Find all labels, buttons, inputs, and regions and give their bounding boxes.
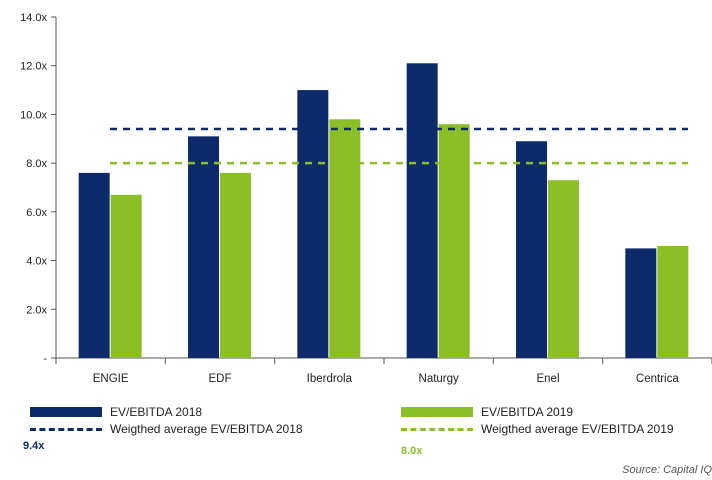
chart: - 2.0x 4.0x 6.0x 8.0x 10.0x 12.0x 14.0x ENGIE ED… [20,12,712,385]
bar-2019 [329,119,361,358]
y-tick-label: 6.0x [26,207,47,219]
y-tick-label: 10.0x [20,109,47,121]
reference-lines [110,127,688,165]
y-tick-label: 4.0x [26,256,47,268]
x-tick-label: Enel [536,373,559,385]
bar-2018 [297,90,329,359]
bar-2019 [110,194,142,358]
bar-2018 [188,136,219,358]
x-tick-label: Naturgy [419,373,460,385]
bar-2019 [548,180,579,358]
bar-2019 [220,172,251,358]
legend-item-avg-2019: Weigthed average EV/EBITDA 2019 [401,422,674,436]
x-tick-label: Centrica [636,373,679,385]
x-axis: ENGIE EDF Iberdrola Naturgy Enel Centrica [55,357,712,385]
bar-2018 [78,172,110,358]
legend-dash-2019 [401,427,473,431]
x-tick-label: Iberdrola [307,373,353,385]
bar-2018 [625,248,657,358]
bar-2019 [657,245,689,358]
avg-value-2019: 8.0x [401,445,423,457]
legend-swatch-2019 [401,407,473,417]
bars [78,63,689,359]
y-tick-label: 14.0x [20,12,47,24]
legend-label-2018: EV/EBITDA 2018 [110,405,203,419]
y-tick-label: - [43,353,47,365]
legend-label-2019: EV/EBITDA 2019 [481,405,574,419]
avg-value-2018: 9.4x [23,440,45,452]
bar-2018 [406,63,438,359]
x-tick-label: EDF [209,373,232,385]
legend-item-series-2018: EV/EBITDA 2018 [30,405,202,419]
legend-item-avg-2018: Weigthed average EV/EBITDA 2018 [30,422,303,436]
source-note: Source: Capital IQ [622,464,712,476]
legend-item-series-2019: EV/EBITDA 2019 [401,405,573,419]
legend-avg-label-2019: Weigthed average EV/EBITDA 2019 [481,422,674,436]
y-axis: - 2.0x 4.0x 6.0x 8.0x 10.0x 12.0x 14.0x [20,12,57,365]
legend-dash-2018 [30,427,102,431]
y-tick-label: 2.0x [26,304,47,316]
x-tick-label: ENGIE [93,373,129,385]
bar-2019 [438,124,470,359]
y-tick-label: 12.0x [20,61,47,73]
y-tick-label: 8.0x [26,158,47,170]
legend-avg-label-2018: Weigthed average EV/EBITDA 2018 [110,422,303,436]
bar-2018 [516,141,547,358]
legend-swatch-2018 [30,407,102,417]
